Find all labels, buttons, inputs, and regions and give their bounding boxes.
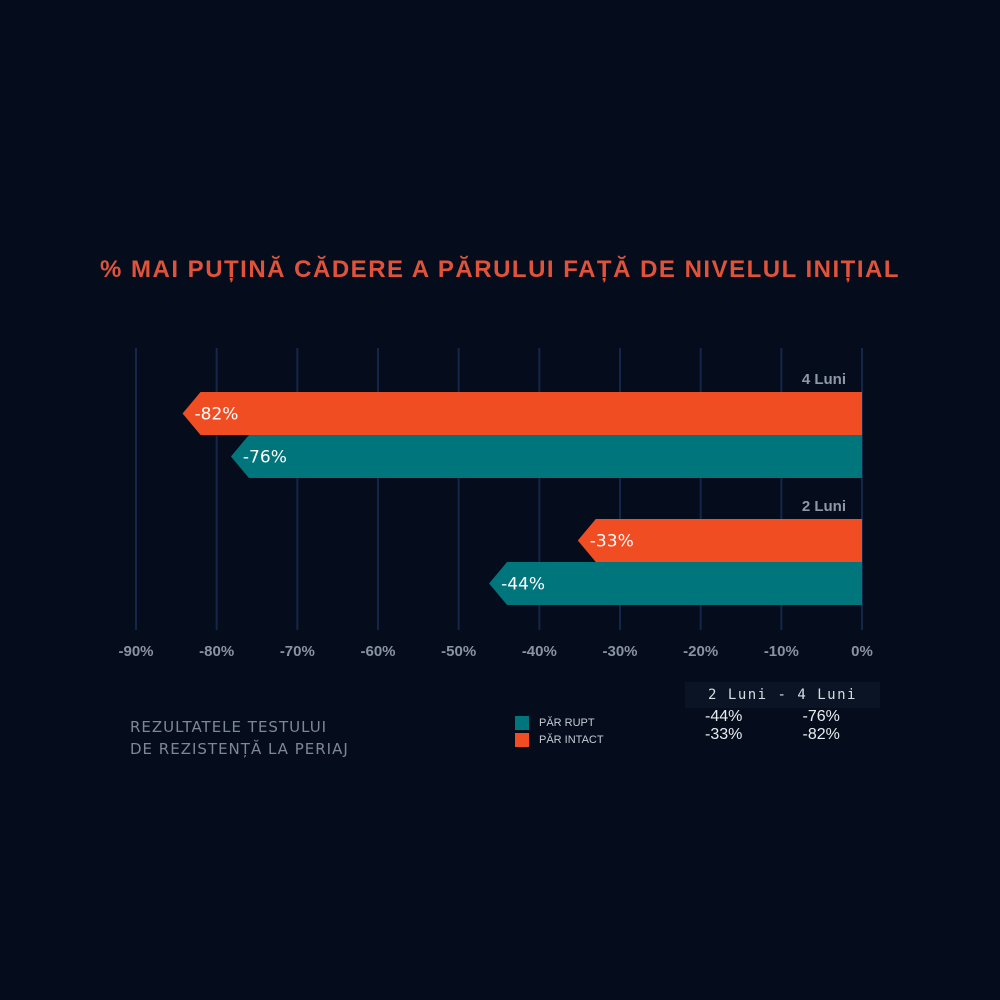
x-tick-label: 0% <box>851 643 873 660</box>
summary-table: 2 Luni - 4 Luni -44% -76% -33% -82% <box>685 682 880 744</box>
x-tick-label: -90% <box>118 643 153 660</box>
summary-cell-4-luni: -76% <box>802 708 840 725</box>
summary-cell-4-luni: -82% <box>802 726 840 743</box>
bar <box>577 519 862 562</box>
group-label: 4 Luni <box>802 371 846 388</box>
summary-header: 2 Luni - 4 Luni <box>685 682 880 708</box>
group-label: 2 Luni <box>802 498 846 515</box>
x-tick-label: -10% <box>764 643 799 660</box>
summary-cell-2-luni: -44% <box>705 708 743 725</box>
legend-label: PĂR INTACT <box>539 733 604 746</box>
bar <box>230 435 862 478</box>
legend-swatch-par-intact <box>515 732 529 747</box>
summary-cell-2-luni: -33% <box>705 726 743 743</box>
legend-item-par-intact: PĂR INTACT <box>515 731 604 748</box>
test-description: REZULTATELE TESTULUI DE REZISTENȚĂ LA PE… <box>130 716 349 760</box>
legend-item-par-rupt: PĂR RUPT <box>515 714 604 731</box>
bar-value-label: -82% <box>195 405 239 425</box>
x-tick-label: -20% <box>683 643 718 660</box>
bar <box>489 562 862 605</box>
x-tick-label: -50% <box>441 643 476 660</box>
legend-label: PĂR RUPT <box>539 716 595 729</box>
x-tick-label: -70% <box>280 643 315 660</box>
summary-row: -33% -82% <box>685 726 880 744</box>
bar <box>182 392 863 435</box>
test-description-line-2: DE REZISTENȚĂ LA PERIAJ <box>130 740 349 758</box>
x-tick-label: -30% <box>602 643 637 660</box>
legend: PĂR RUPT PĂR INTACT <box>515 714 604 748</box>
legend-swatch-par-rupt <box>515 715 529 730</box>
chart-title: % MAI PUȚINĂ CĂDERE A PĂRULUI FAȚĂ DE NI… <box>100 256 900 283</box>
bar-value-label: -76% <box>243 448 287 468</box>
x-tick-label: -60% <box>360 643 395 660</box>
test-description-line-1: REZULTATELE TESTULUI <box>130 718 328 736</box>
summary-row: -44% -76% <box>685 708 880 726</box>
x-tick-label: -80% <box>199 643 234 660</box>
bar-value-label: -44% <box>501 575 545 595</box>
x-tick-label: -40% <box>522 643 557 660</box>
bar-value-label: -33% <box>590 532 634 552</box>
